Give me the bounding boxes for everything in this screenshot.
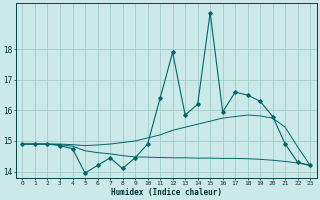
X-axis label: Humidex (Indice chaleur): Humidex (Indice chaleur) xyxy=(111,188,222,197)
